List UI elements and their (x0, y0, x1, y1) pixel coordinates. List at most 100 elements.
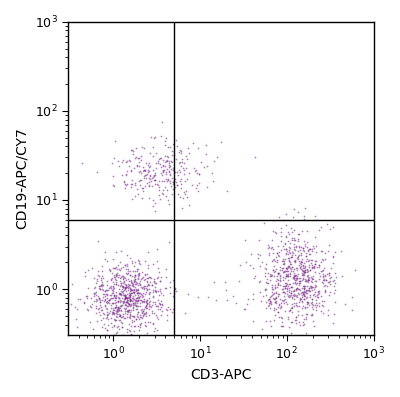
Point (110, 265, 116, 271)
Point (167, 284, 174, 290)
Point (284, 229, 291, 235)
Point (131, 286, 138, 292)
Point (132, 272, 138, 279)
Point (287, 240, 293, 246)
Point (135, 256, 142, 263)
Point (176, 177, 183, 184)
Point (114, 311, 120, 317)
Point (135, 297, 142, 304)
Point (131, 287, 138, 293)
Point (291, 259, 298, 265)
Point (104, 298, 110, 304)
Point (102, 287, 108, 294)
Point (155, 274, 161, 280)
Point (141, 145, 147, 151)
Point (204, 163, 210, 169)
Point (124, 271, 130, 277)
Point (272, 268, 278, 274)
Point (178, 147, 184, 154)
Point (275, 293, 282, 299)
Point (283, 283, 289, 290)
Point (143, 313, 150, 319)
Point (291, 300, 297, 306)
Point (284, 285, 290, 291)
Point (101, 298, 107, 304)
Point (162, 170, 169, 177)
Point (126, 281, 132, 288)
Point (130, 300, 136, 306)
Point (300, 272, 306, 278)
Point (124, 297, 130, 303)
Point (211, 158, 217, 165)
Point (100, 294, 107, 300)
Point (140, 164, 146, 170)
Point (129, 304, 136, 310)
Point (109, 270, 115, 276)
Point (300, 289, 306, 295)
Point (319, 257, 326, 263)
Point (255, 251, 261, 257)
Point (168, 183, 174, 189)
Point (169, 158, 176, 165)
Point (279, 266, 286, 273)
Point (114, 314, 120, 321)
Point (290, 272, 297, 278)
Point (123, 261, 130, 268)
Point (136, 314, 143, 320)
Point (288, 289, 294, 296)
Point (307, 284, 314, 290)
Point (104, 314, 110, 320)
Point (297, 247, 304, 254)
Point (280, 265, 286, 271)
Point (131, 279, 137, 285)
Point (142, 276, 148, 282)
Point (128, 298, 135, 304)
Point (126, 294, 132, 301)
Point (124, 297, 131, 304)
Point (149, 308, 156, 314)
Point (311, 265, 317, 271)
Point (299, 270, 305, 276)
Point (127, 286, 134, 292)
Point (127, 297, 133, 304)
Point (138, 195, 145, 201)
Point (150, 261, 156, 267)
Point (132, 323, 138, 330)
Point (110, 286, 116, 292)
Point (111, 265, 118, 272)
Point (160, 169, 166, 175)
Point (156, 300, 162, 306)
Point (279, 323, 286, 330)
Point (120, 292, 126, 298)
Point (152, 312, 159, 318)
Point (293, 293, 300, 300)
Point (151, 278, 158, 284)
Point (297, 278, 303, 284)
Point (173, 288, 180, 295)
Point (158, 311, 165, 318)
Point (285, 293, 291, 299)
Point (283, 245, 290, 252)
Point (132, 302, 139, 308)
Point (316, 262, 323, 268)
Point (93, 303, 99, 309)
Point (300, 245, 306, 251)
Point (249, 318, 256, 325)
Point (300, 322, 307, 329)
Point (145, 319, 152, 325)
Point (114, 308, 121, 314)
Point (82, 272, 88, 279)
Point (284, 265, 290, 271)
Point (321, 298, 327, 304)
Point (301, 238, 308, 245)
Point (286, 307, 293, 314)
Point (268, 292, 275, 298)
Point (106, 297, 112, 304)
Point (154, 303, 160, 310)
Point (326, 279, 332, 285)
Point (121, 286, 128, 293)
Point (93, 295, 99, 302)
Point (275, 270, 281, 276)
Point (170, 186, 176, 192)
Point (303, 250, 309, 256)
